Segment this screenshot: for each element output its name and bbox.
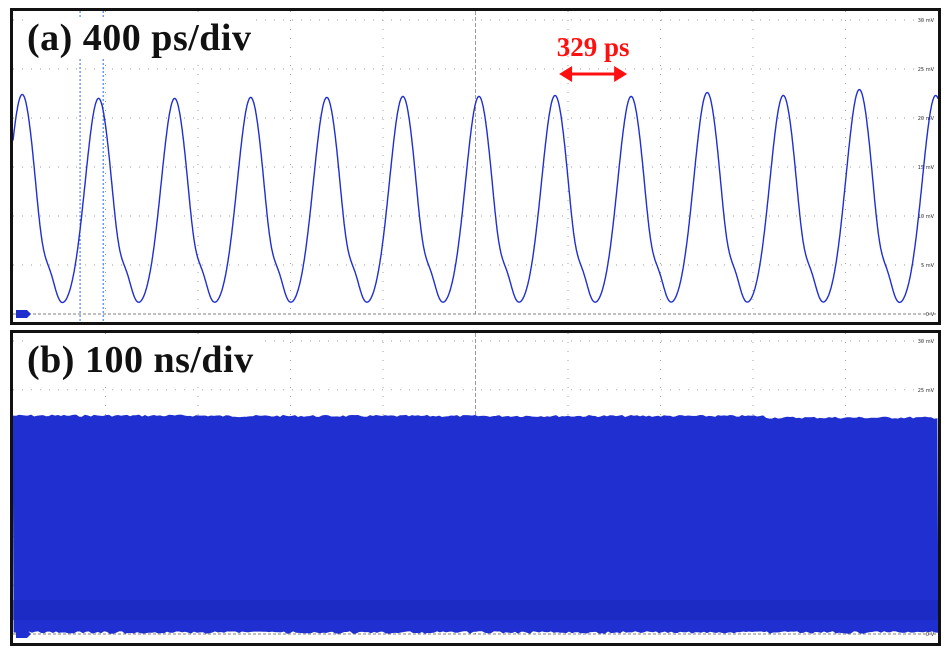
y-tick-label: 0 V bbox=[926, 312, 935, 318]
y-tick-label: 20 mV bbox=[918, 116, 935, 122]
ground-marker bbox=[16, 310, 31, 318]
plot-a: 0 V 5 mV 10 mV 15 mV 20 mV 25 mV 30 mV 329 ps bbox=[13, 11, 938, 322]
annotation-arrowhead-right bbox=[614, 66, 628, 82]
signal-envelope bbox=[13, 414, 938, 634]
annotation-arrowhead-left bbox=[559, 66, 573, 82]
y-tick-label: 25 mV bbox=[918, 67, 935, 73]
panel-a: 0 V 5 mV 10 mV 15 mV 20 mV 25 mV 30 mV 329 ps (… bbox=[10, 8, 941, 325]
y-tick-label: 0 V bbox=[926, 632, 935, 638]
y-tick-label: 5 mV bbox=[921, 263, 935, 269]
envelope-dense-band bbox=[13, 600, 938, 621]
panel-b-title: (b) 100 ns/div bbox=[23, 339, 258, 381]
y-tick-label: 25 mV bbox=[918, 388, 935, 394]
waveform-trace bbox=[13, 88, 938, 304]
panel-a-title: (a) 400 ps/div bbox=[23, 17, 256, 59]
y-tick-label: 30 mV bbox=[918, 18, 935, 24]
grid bbox=[13, 11, 938, 315]
annotation-label: 329 ps bbox=[557, 32, 630, 62]
y-tick-label: 15 mV bbox=[918, 165, 935, 171]
period-annotation: 329 ps bbox=[557, 32, 630, 82]
y-tick-label: 30 mV bbox=[918, 339, 935, 345]
y-tick-label: 10 mV bbox=[918, 214, 935, 220]
